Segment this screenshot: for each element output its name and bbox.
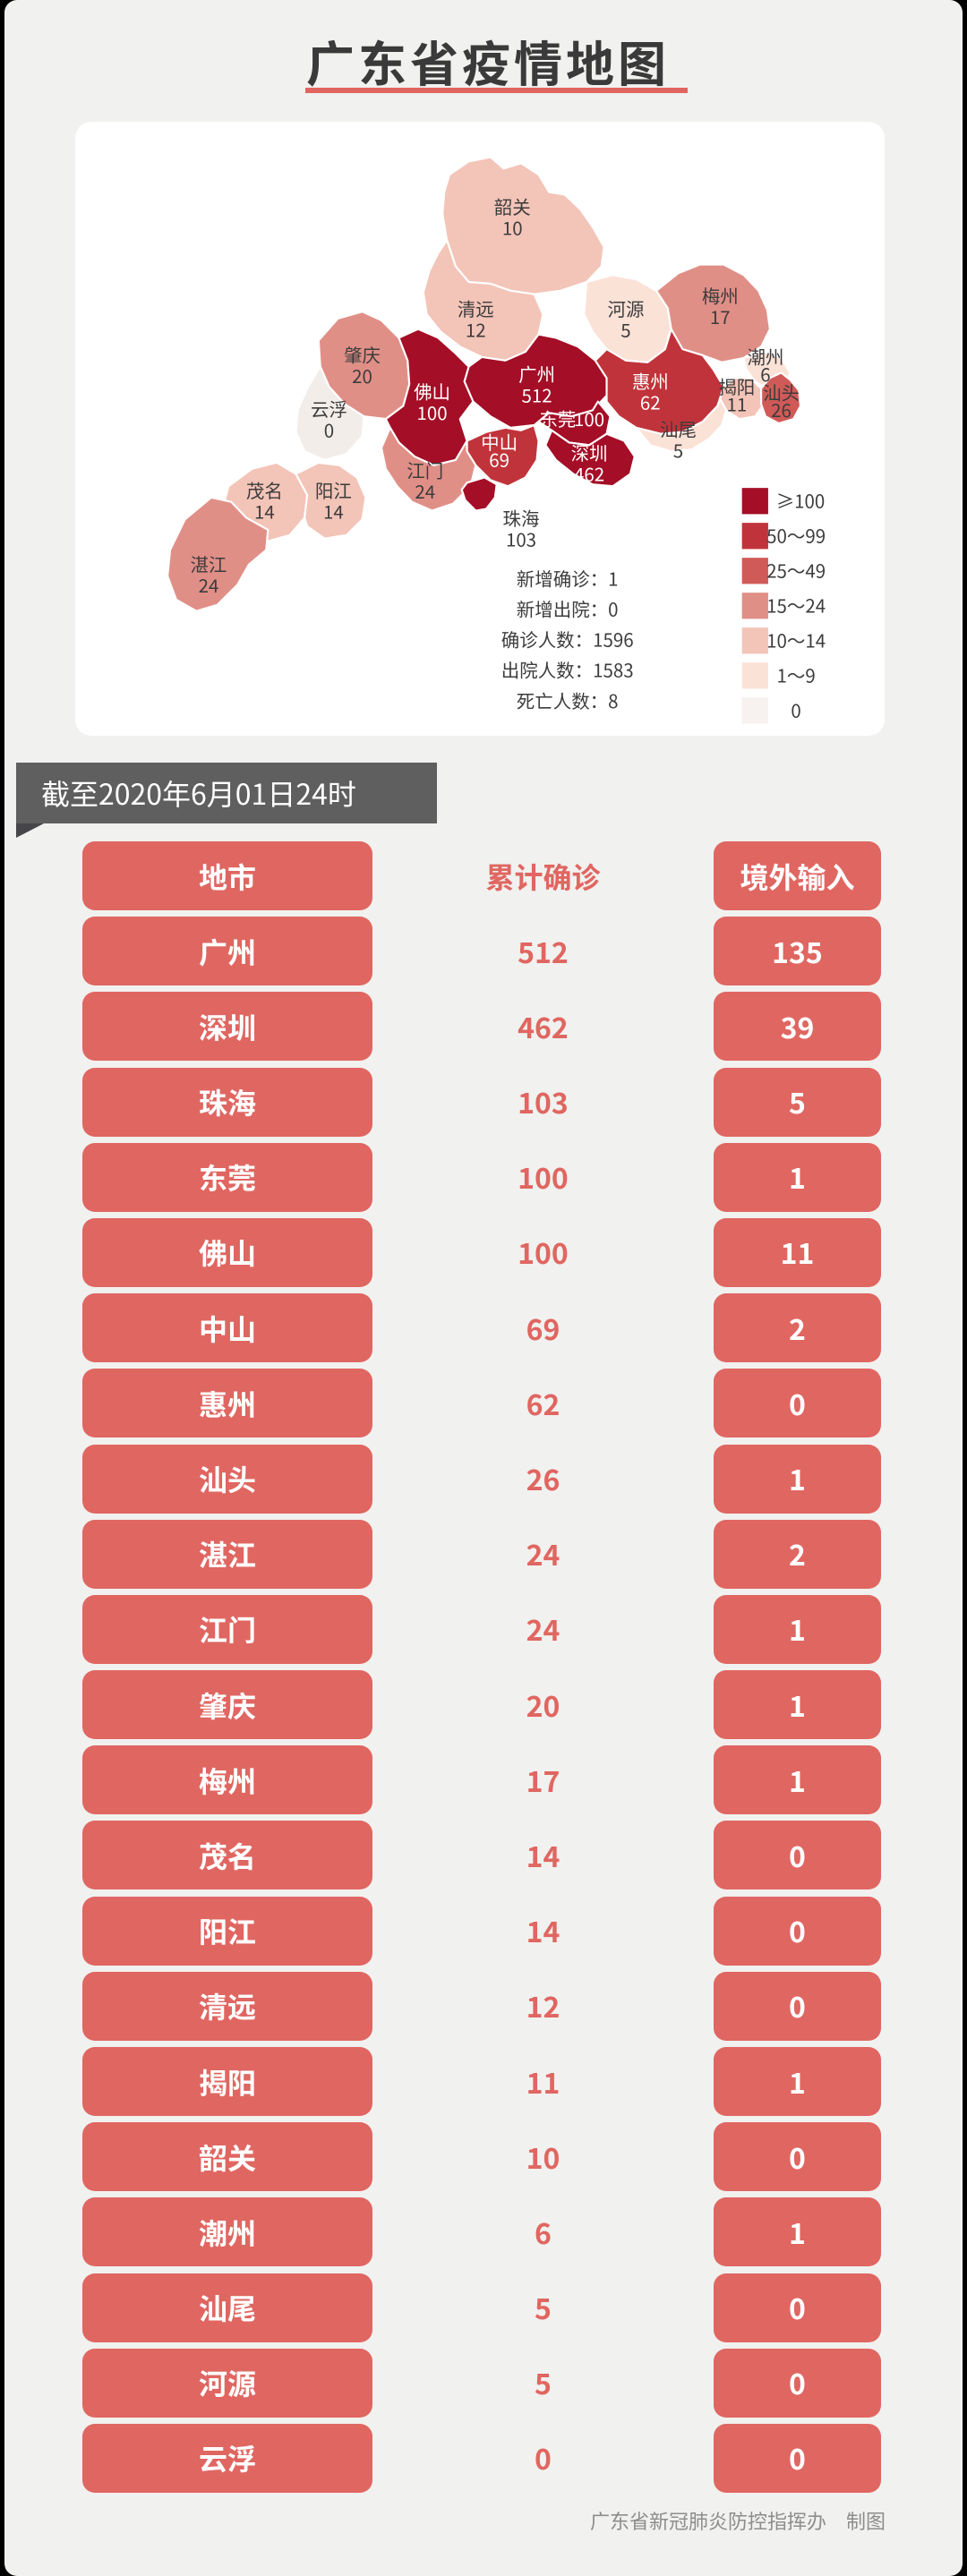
svg-text:新增确诊：1: 新增确诊：1	[517, 564, 619, 591]
svg-text:26: 26	[771, 396, 792, 422]
svg-text:14: 14	[323, 497, 344, 524]
svg-text:11: 11	[726, 389, 747, 416]
svg-text:50～99: 50～99	[766, 522, 826, 549]
svg-text:100: 100	[574, 405, 604, 431]
svg-text:东莞: 东莞	[539, 405, 576, 431]
svg-text:103: 103	[506, 525, 536, 551]
svg-text:1～9: 1～9	[777, 661, 816, 688]
svg-text:10～14: 10～14	[766, 627, 826, 653]
svg-text:0: 0	[791, 696, 800, 723]
svg-text:24: 24	[199, 571, 219, 598]
svg-text:69: 69	[489, 446, 509, 473]
svg-text:≥100: ≥100	[776, 487, 826, 514]
svg-text:5: 5	[673, 436, 683, 463]
svg-text:5: 5	[620, 315, 630, 342]
svg-text:25～49: 25～49	[766, 557, 826, 584]
svg-text:14: 14	[254, 497, 275, 524]
svg-text:462: 462	[574, 459, 604, 486]
svg-text:12: 12	[466, 315, 486, 342]
svg-text:确诊人数：1596: 确诊人数：1596	[501, 626, 634, 653]
svg-text:新增出院：0: 新增出院：0	[517, 594, 619, 621]
svg-text:死亡人数：8: 死亡人数：8	[517, 687, 619, 713]
svg-text:0: 0	[324, 416, 334, 443]
svg-text:10: 10	[502, 213, 523, 240]
svg-text:17: 17	[710, 303, 731, 329]
svg-text:15～24: 15～24	[766, 592, 826, 618]
svg-text:62: 62	[640, 388, 661, 414]
svg-text:24: 24	[415, 477, 435, 504]
svg-text:20: 20	[352, 362, 372, 388]
svg-text:出院人数：1583: 出院人数：1583	[501, 656, 634, 683]
svg-text:100: 100	[417, 398, 448, 425]
